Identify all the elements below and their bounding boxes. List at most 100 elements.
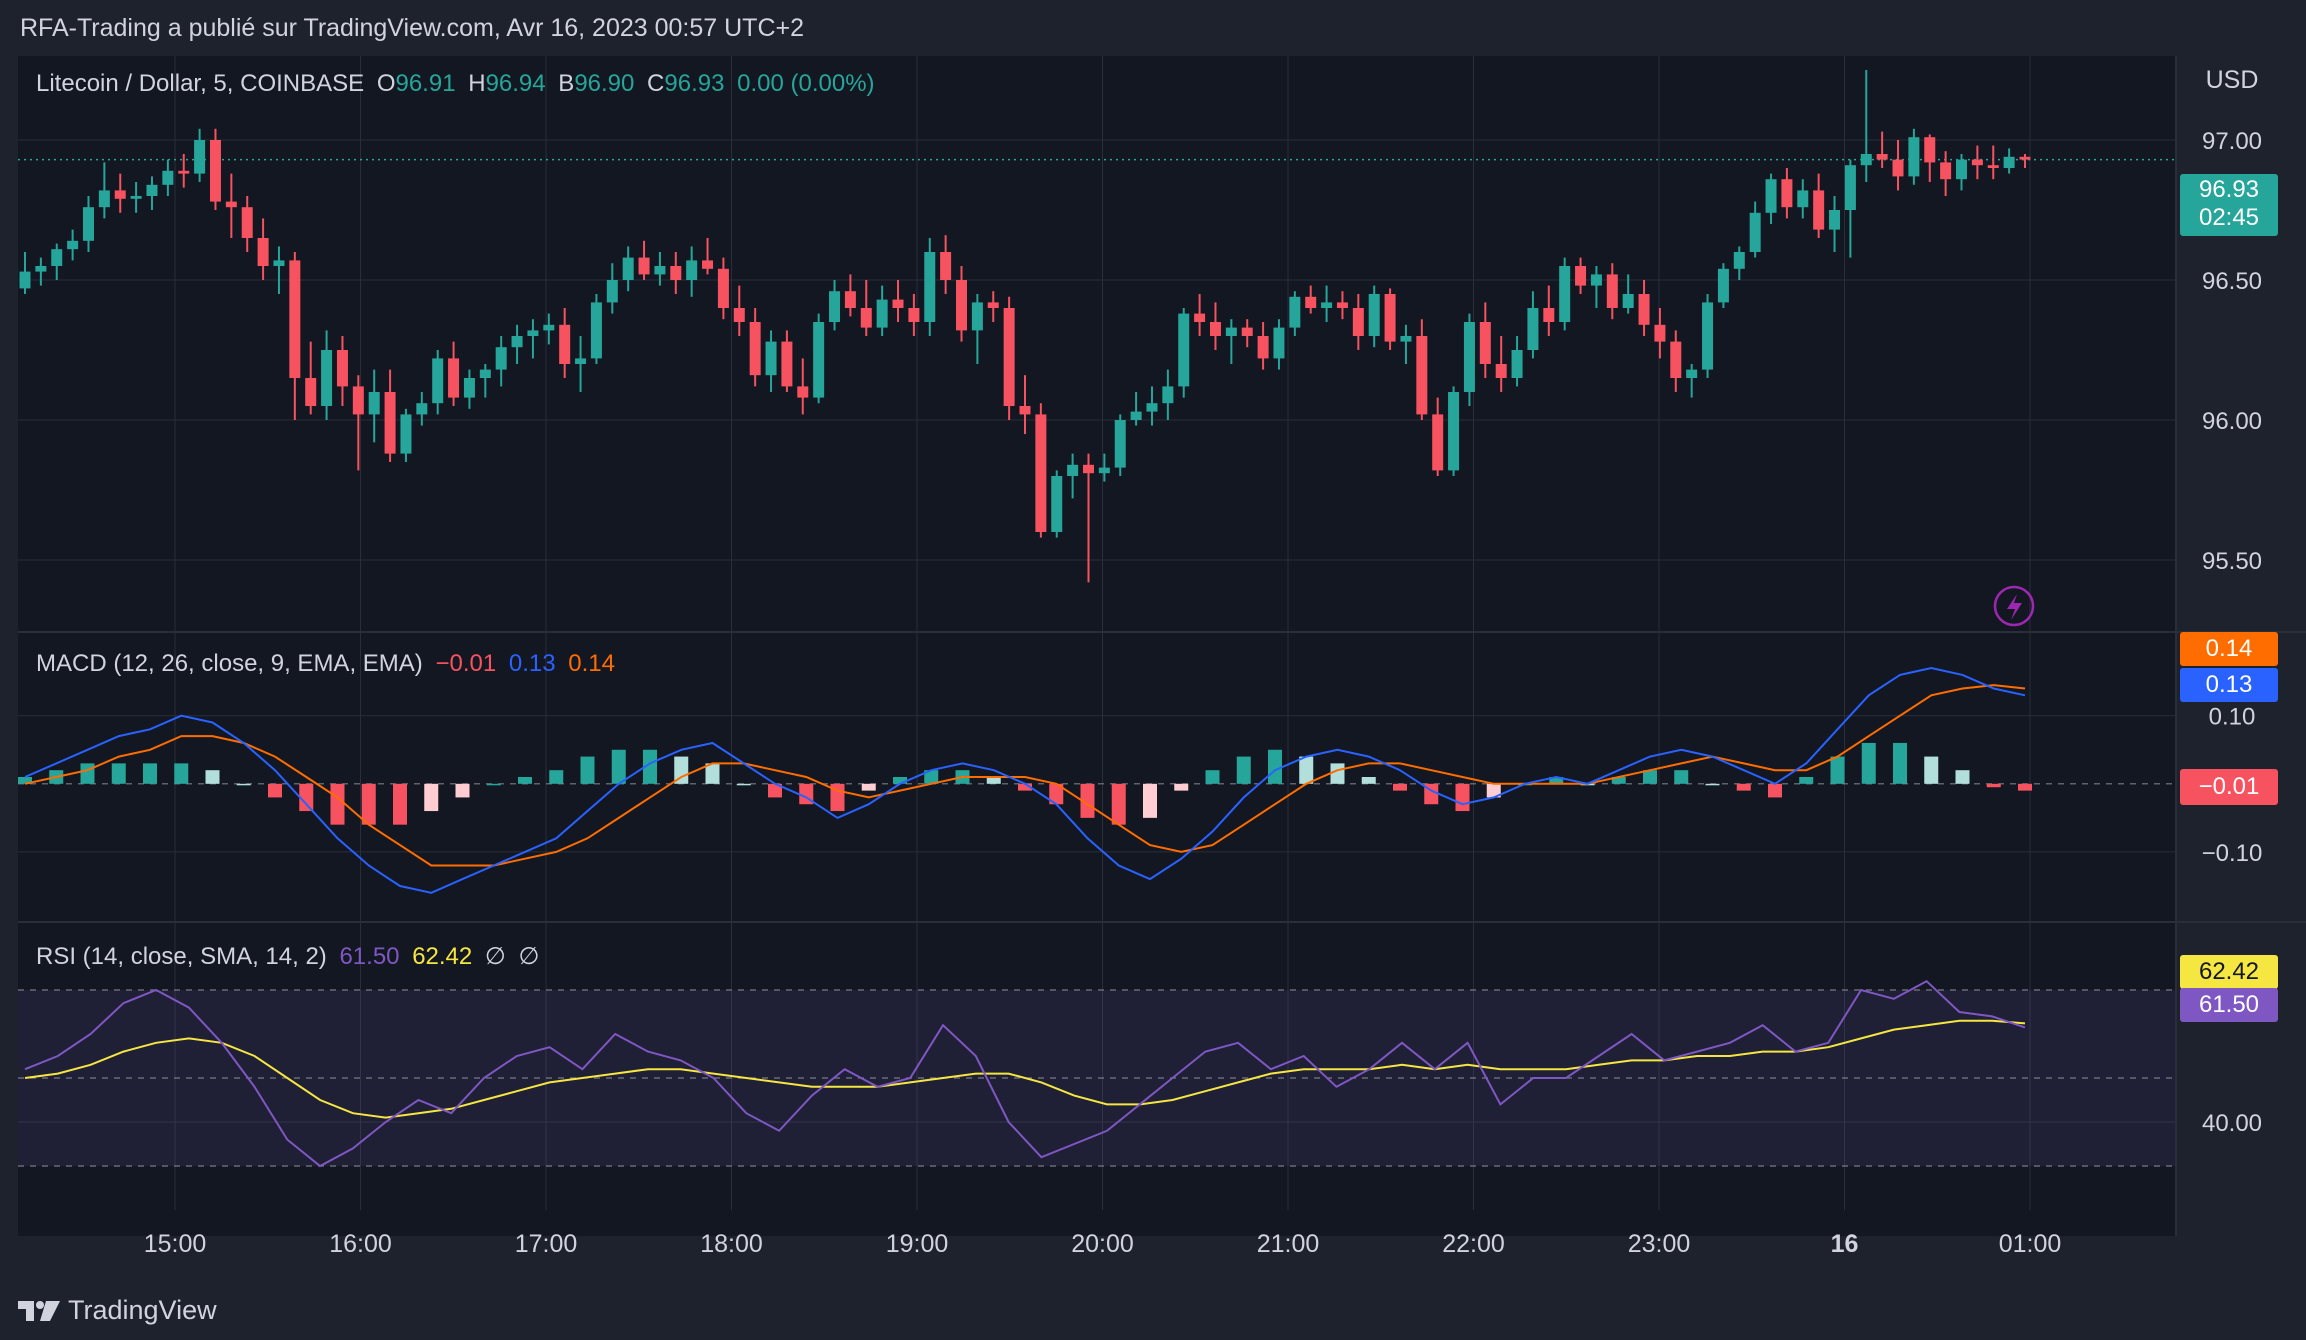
macd-hist-bar-61 bbox=[1924, 756, 1939, 784]
candle-body-12 bbox=[209, 140, 221, 202]
macd-hist-bar-62 bbox=[1955, 770, 1970, 784]
macd-hist-bar-27 bbox=[861, 783, 876, 791]
macd-hist-bar-57 bbox=[1799, 777, 1814, 784]
candle-body-3 bbox=[67, 240, 79, 250]
candle-body-64 bbox=[1035, 414, 1047, 532]
candle-body-78 bbox=[1257, 336, 1269, 359]
candle-body-81 bbox=[1305, 296, 1317, 308]
candle-body-98 bbox=[1575, 266, 1587, 286]
candle-body-37 bbox=[606, 280, 618, 303]
candle-body-86 bbox=[1384, 294, 1396, 342]
candle-body-111 bbox=[1781, 179, 1793, 208]
macd-hist-bar-10 bbox=[330, 783, 345, 825]
time-tick-19:00: 19:00 bbox=[886, 1230, 949, 1258]
macd-hist-bar-4 bbox=[143, 763, 157, 784]
candle-body-43 bbox=[702, 260, 714, 269]
candle-body-108 bbox=[1733, 252, 1745, 269]
candle-body-112 bbox=[1797, 190, 1809, 208]
candle-body-30 bbox=[495, 347, 507, 370]
candle-body-75 bbox=[1209, 322, 1221, 336]
candle-body-6 bbox=[114, 190, 126, 199]
macd-hist-bar-36 bbox=[1143, 783, 1157, 818]
macd-hist-bar-42 bbox=[1330, 763, 1345, 784]
last-price-value: 96.93 bbox=[2198, 176, 2260, 203]
candle-body-74 bbox=[1194, 313, 1206, 322]
macd-hist-bar-32 bbox=[1018, 783, 1032, 791]
candle-body-90 bbox=[1448, 392, 1460, 471]
candle-body-62 bbox=[1003, 308, 1015, 406]
candle-body-11 bbox=[194, 140, 206, 174]
candle-body-82 bbox=[1321, 302, 1333, 308]
candle-body-40 bbox=[654, 266, 666, 275]
signal-badge: 0.14 bbox=[2180, 632, 2278, 666]
candle-body-55 bbox=[892, 299, 904, 308]
candle-body-44 bbox=[717, 268, 729, 308]
macd-hist-bar-47 bbox=[1486, 783, 1501, 798]
candle-body-123 bbox=[1971, 159, 1983, 166]
candle-body-125 bbox=[2003, 156, 2015, 168]
macd-hist-bar-43 bbox=[1361, 777, 1376, 784]
rsi-sma-line bbox=[24, 1019, 2026, 1119]
macd-legend: MACD (12, 26, close, 9, EMA, EMA) −0.01 … bbox=[36, 650, 621, 678]
candle-body-15 bbox=[257, 238, 269, 266]
candle-body-116 bbox=[1860, 154, 1872, 166]
candle-body-56 bbox=[908, 308, 920, 322]
candle-body-39 bbox=[638, 257, 650, 275]
macd-hist-bar-23 bbox=[736, 783, 751, 786]
macd-hist-bar-40 bbox=[1268, 749, 1282, 784]
candle-body-77 bbox=[1241, 327, 1253, 336]
tradingview-logo[interactable]: TradingView bbox=[18, 1295, 217, 1326]
macd-hist-bar-31 bbox=[986, 777, 1001, 784]
candle-body-52 bbox=[844, 291, 856, 308]
candle-body-117 bbox=[1876, 154, 1888, 160]
time-tick-23:00: 23:00 bbox=[1628, 1230, 1691, 1258]
candle-body-45 bbox=[733, 308, 745, 322]
high-label: H96.94 bbox=[468, 70, 546, 97]
time-tick-22:00: 22:00 bbox=[1442, 1230, 1505, 1258]
currency-label: USD bbox=[2206, 66, 2259, 94]
candle-body-25 bbox=[416, 403, 428, 415]
macd-hist-bar-5 bbox=[174, 763, 189, 784]
candle-body-93 bbox=[1495, 364, 1507, 378]
macd-hist-bar-3 bbox=[111, 763, 126, 784]
candle-body-57 bbox=[924, 252, 936, 322]
chart-background bbox=[18, 56, 2176, 1236]
candle-body-84 bbox=[1352, 308, 1364, 336]
candle-body-26 bbox=[432, 358, 444, 404]
candle-body-47 bbox=[765, 341, 777, 376]
candle-body-38 bbox=[622, 257, 634, 280]
candle-body-53 bbox=[860, 308, 872, 328]
candle-body-109 bbox=[1749, 212, 1761, 252]
candle-body-34 bbox=[559, 324, 571, 364]
candle-body-18 bbox=[305, 378, 317, 406]
candle-body-121 bbox=[1940, 162, 1952, 180]
candle-body-107 bbox=[1717, 268, 1729, 303]
macd-hist-bar-0 bbox=[18, 777, 32, 784]
macd-hist-bar-56 bbox=[1768, 783, 1782, 798]
macd-hist-bar-60 bbox=[1893, 742, 1907, 784]
rsi-badge: 61.50 bbox=[2180, 988, 2278, 1022]
candle-body-79 bbox=[1273, 327, 1285, 359]
macd-hist-bar-44 bbox=[1393, 783, 1407, 791]
rsi-pane bbox=[24, 979, 2026, 1168]
candle-body-35 bbox=[575, 358, 587, 364]
candle-body-31 bbox=[511, 336, 523, 348]
candle-body-105 bbox=[1686, 369, 1698, 378]
rsi-tick-40.00: 40.00 bbox=[2202, 1110, 2262, 1137]
macd-hist-bar-12 bbox=[393, 783, 407, 825]
candle-body-67 bbox=[1082, 464, 1094, 474]
macd-hist-bar-53 bbox=[1674, 770, 1689, 784]
macd-hist-bar-17 bbox=[549, 770, 564, 784]
macd-hist-bar-35 bbox=[1111, 783, 1126, 825]
rsi-title: RSI (14, close, SMA, 14, 2) bbox=[36, 943, 327, 970]
candle-body-59 bbox=[956, 280, 968, 331]
rsi-sma-value: 62.42 bbox=[412, 943, 473, 970]
time-tick-21:00: 21:00 bbox=[1257, 1230, 1320, 1258]
axes: 15:00 16:00 17:00 18:00 19:00 20:00 21:00 22:00… bbox=[18, 56, 2306, 1258]
lightning-icon-bolt bbox=[2007, 594, 2022, 620]
candle-body-36 bbox=[590, 302, 602, 359]
macd-hist-bar-34 bbox=[1080, 783, 1095, 818]
time-tick-01:00: 01:00 bbox=[1999, 1230, 2062, 1258]
rsi-line bbox=[24, 979, 2026, 1168]
